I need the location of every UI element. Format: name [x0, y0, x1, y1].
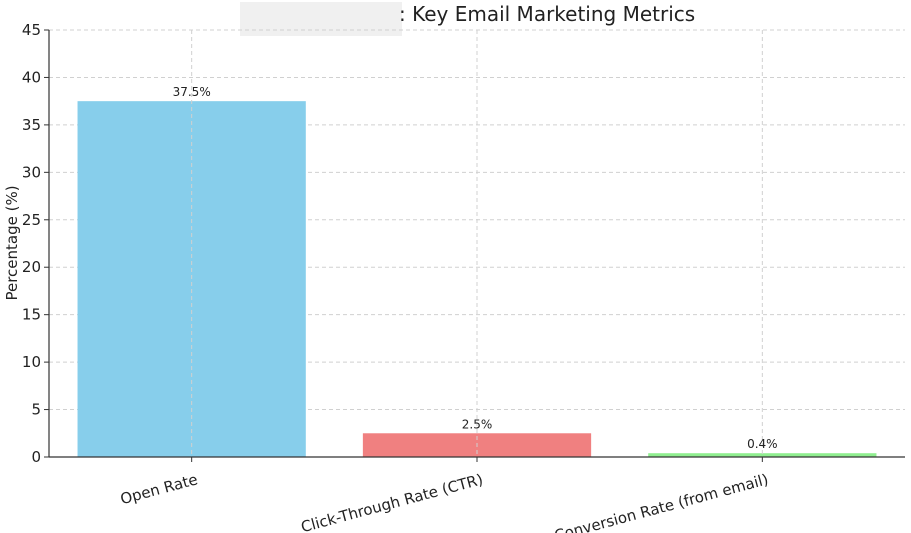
y-tick-label: 45	[22, 21, 41, 39]
y-tick-label: 25	[22, 211, 41, 229]
y-tick-label: 5	[31, 401, 41, 419]
value-label-2: 0.4%	[747, 437, 778, 451]
value-labels: 37.5% 2.5% 0.4%	[173, 85, 778, 451]
bars	[77, 30, 877, 458]
x-tick-label-2: Conversion Rate (from email)	[552, 470, 770, 533]
y-tick-label: 30	[22, 163, 41, 181]
y-axis-label: Percentage (%)	[3, 185, 21, 300]
y-tick-label: 40	[22, 68, 41, 86]
y-tick-label: 10	[22, 353, 41, 371]
value-label-1: 2.5%	[462, 417, 493, 431]
y-tick-label: 35	[22, 116, 41, 134]
y-tick-label: 15	[22, 306, 41, 324]
bar-2	[648, 453, 877, 457]
title-redaction	[240, 2, 402, 36]
x-ticks: Open Rate Click-Through Rate (CTR) Convers…	[118, 457, 770, 533]
chart-title: : Key Email Marketing Metrics	[399, 2, 695, 26]
x-tick-label-1: Click-Through Rate (CTR)	[299, 470, 485, 533]
y-ticks: 0 5 10 15 20 25 30 35 40 45	[22, 21, 49, 466]
x-tick-label-0: Open Rate	[118, 470, 199, 508]
value-label-0: 37.5%	[173, 85, 211, 99]
y-tick-label: 0	[31, 448, 41, 466]
y-tick-label: 20	[22, 258, 41, 276]
